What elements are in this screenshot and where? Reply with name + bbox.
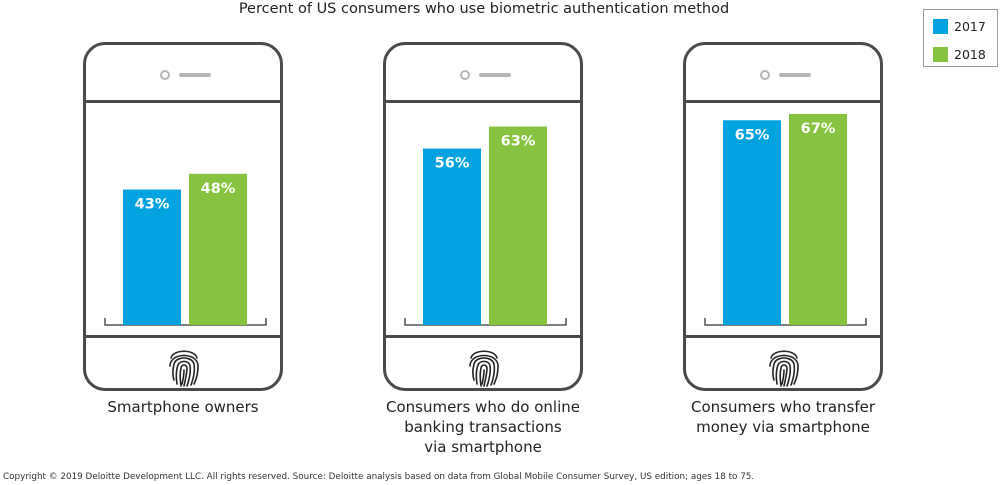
legend-item-2017: 2017 <box>933 18 986 34</box>
phone-top-divider <box>86 100 280 103</box>
category-label-transfer-money: Consumers who transfer money via smartpho… <box>663 397 903 437</box>
bar-transfer-money-2017 <box>723 120 781 325</box>
data-label-online-banking-2017: 56% <box>435 156 470 172</box>
category-label-online-banking: Consumers who do online banking transacti… <box>363 397 603 457</box>
category-label-line: money via smartphone <box>696 418 870 436</box>
category-label-line: banking transactions <box>404 418 562 436</box>
phone-bottom-divider <box>386 335 580 338</box>
phone-bottom-divider <box>86 335 280 338</box>
bar-transfer-money-2018 <box>789 113 847 325</box>
data-label-smartphone-owners-2018: 48% <box>201 181 236 197</box>
chart-title: Percent of US consumers who use biometri… <box>238 1 730 17</box>
source-footnote: Copyright © 2019 Deloitte Development LL… <box>3 472 755 482</box>
bar-smartphone-owners-2017 <box>123 189 181 325</box>
fingerprint-icon <box>169 350 199 387</box>
speaker-icon <box>779 73 811 77</box>
x-axis-baseline-transfer-money <box>704 318 867 326</box>
fingerprint-icon <box>469 350 499 387</box>
camera-icon <box>460 70 470 80</box>
legend-swatch-2018 <box>933 46 948 62</box>
phone-frame-smartphone-owners <box>83 42 283 391</box>
data-label-transfer-money-2018: 67% <box>801 121 836 137</box>
speaker-icon <box>179 73 211 77</box>
category-label-line: Consumers who transfer <box>690 398 876 416</box>
phone-top-divider <box>686 100 880 103</box>
legend-label-2017: 2017 <box>954 18 986 34</box>
camera-icon <box>160 70 170 80</box>
phone-top-divider <box>386 100 580 103</box>
legend-item-2018: 2018 <box>933 46 986 62</box>
data-label-transfer-money-2017: 65% <box>735 127 770 143</box>
phone-bottom-divider <box>686 335 880 338</box>
category-label-line: Smartphone owners <box>107 398 259 416</box>
phone-frame-online-banking <box>383 42 583 391</box>
category-label-line: Consumers who do online <box>385 398 580 416</box>
data-label-smartphone-owners-2017: 43% <box>135 197 170 213</box>
legend: 2017 2018 <box>923 9 998 67</box>
data-label-online-banking-2018: 63% <box>501 134 536 150</box>
fingerprint-icon <box>769 350 799 387</box>
bar-online-banking-2017 <box>423 148 481 325</box>
camera-icon <box>760 70 770 80</box>
legend-swatch-2017 <box>933 18 948 34</box>
x-axis-baseline-smartphone-owners <box>104 318 267 326</box>
speaker-icon <box>479 73 511 77</box>
legend-label-2018: 2018 <box>954 46 986 62</box>
category-label-smartphone-owners: Smartphone owners <box>63 397 303 417</box>
bar-online-banking-2018 <box>489 126 547 325</box>
category-label-line: via smartphone <box>424 438 542 456</box>
x-axis-baseline-online-banking <box>404 318 567 326</box>
phone-frame-transfer-money <box>683 42 883 391</box>
bar-smartphone-owners-2018 <box>189 173 247 325</box>
